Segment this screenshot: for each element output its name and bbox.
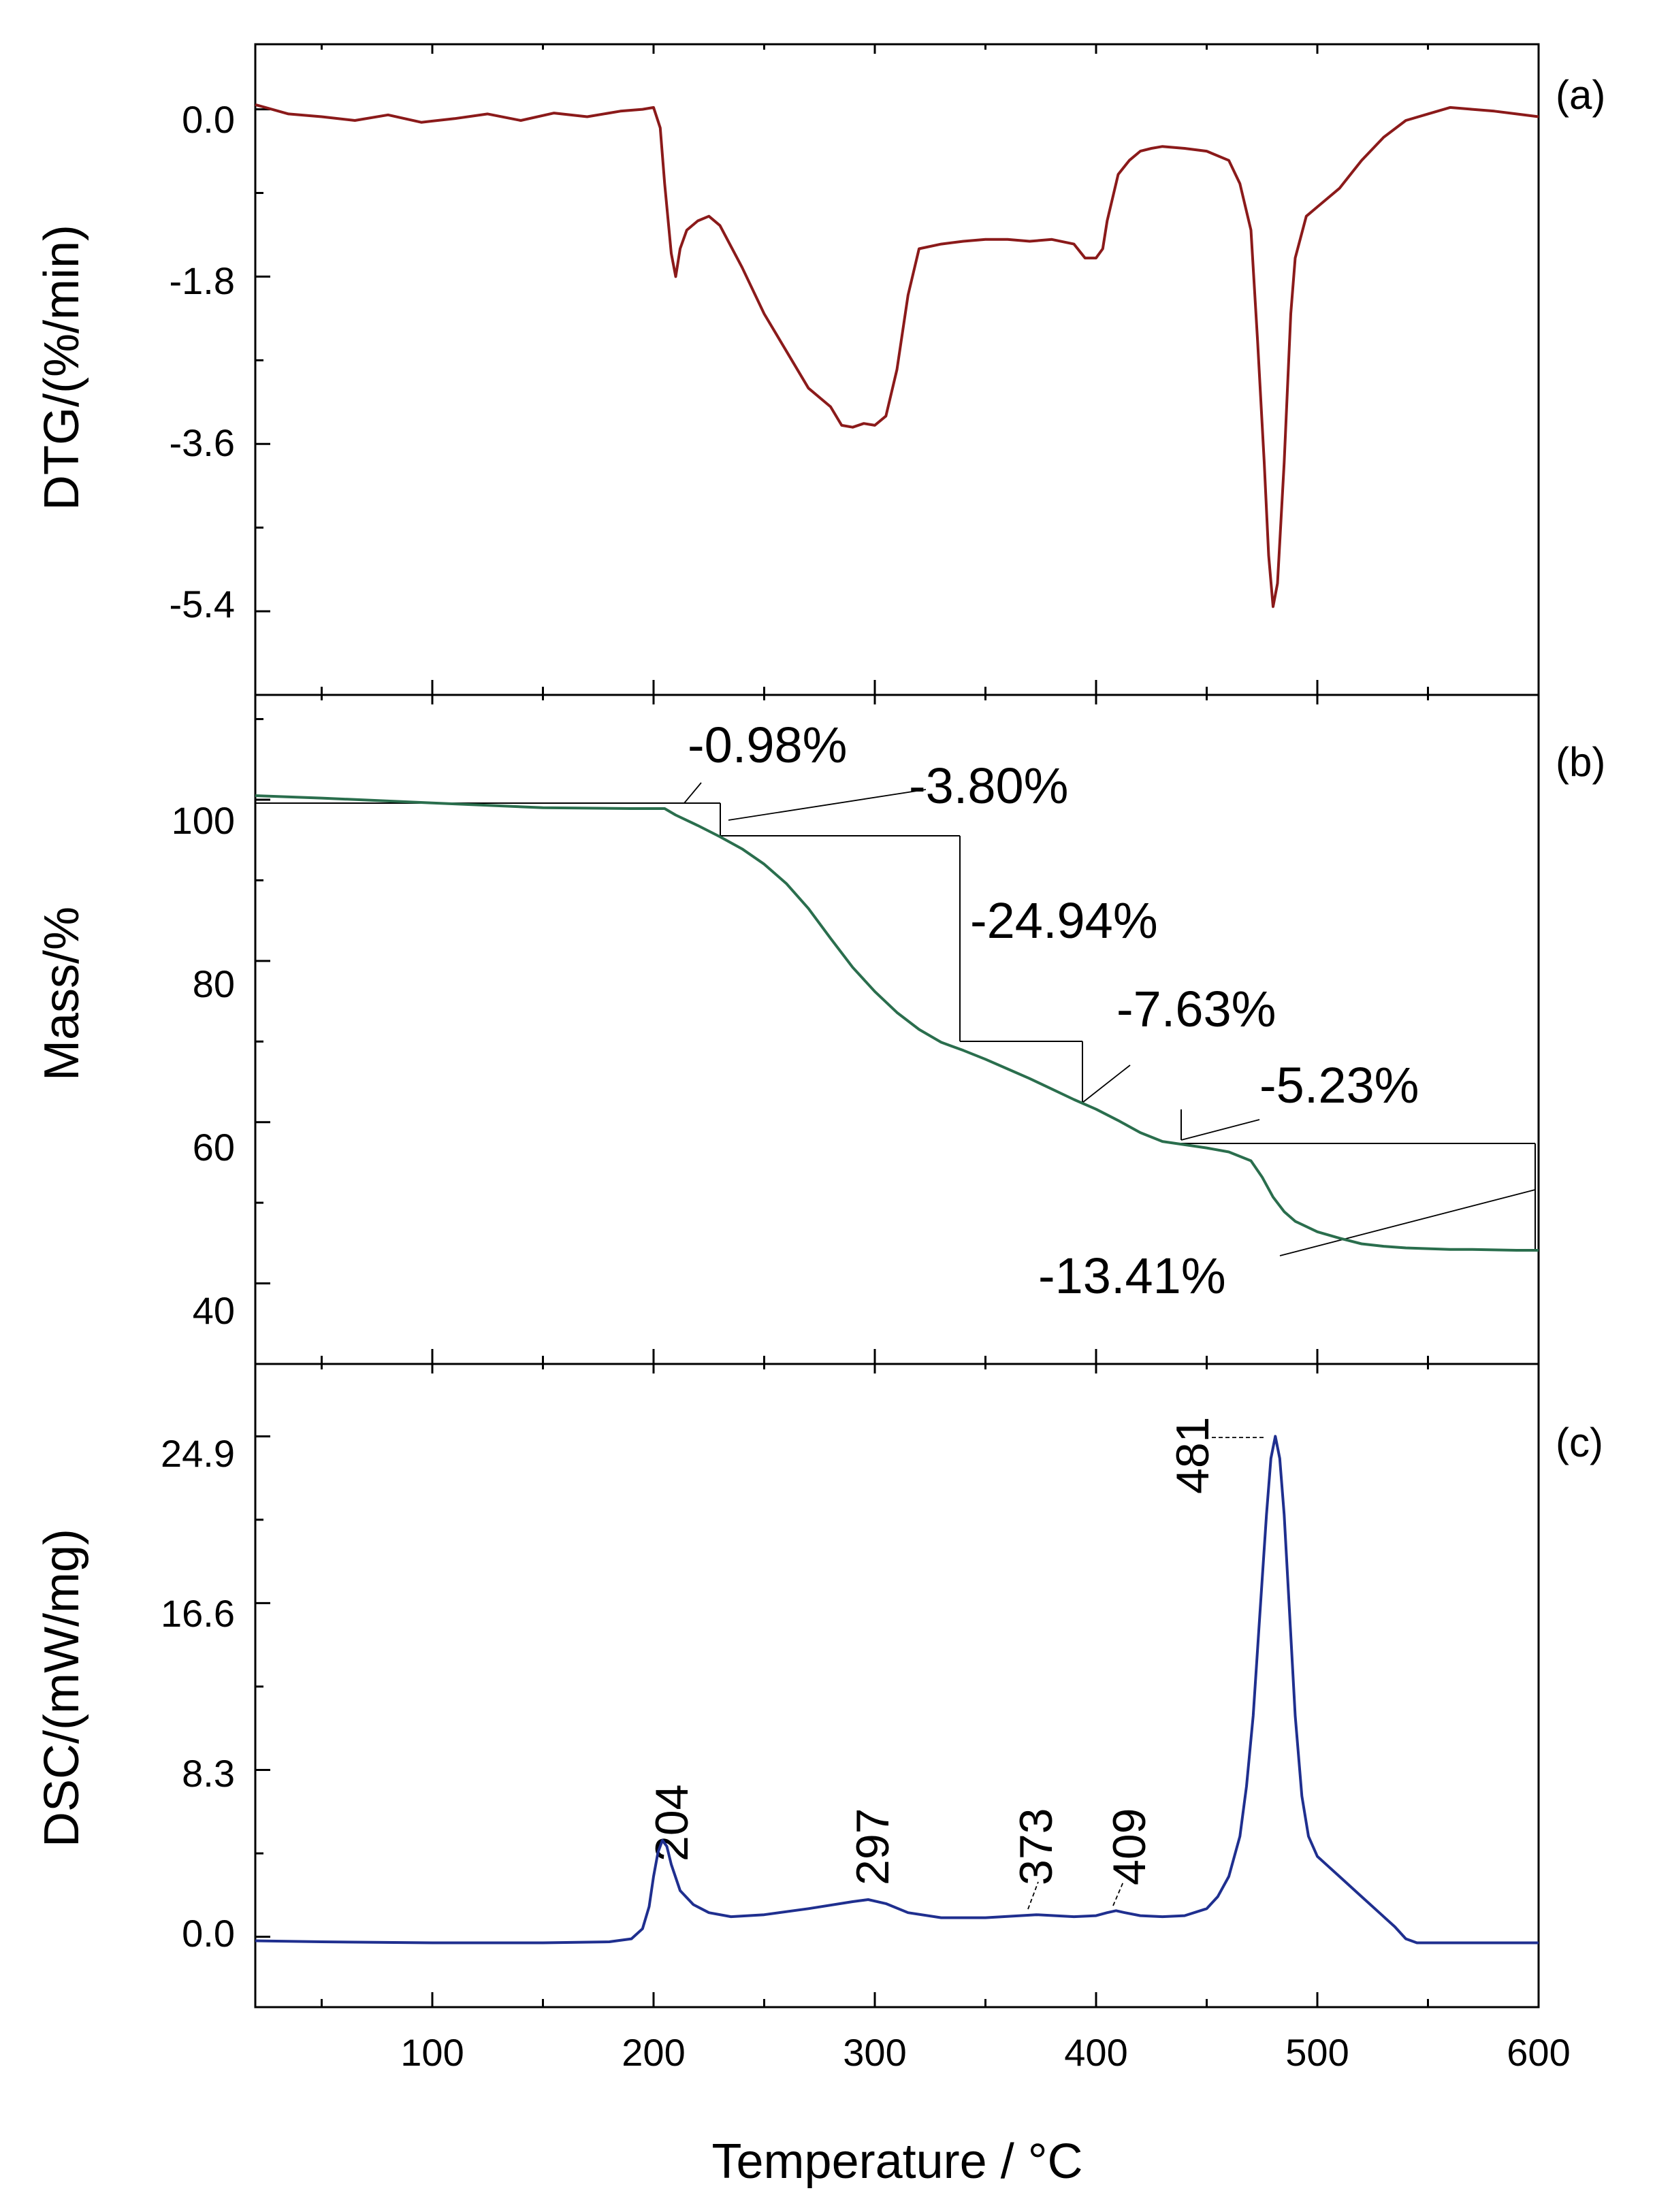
panel-c-ticks — [255, 1364, 1540, 2007]
panel-a-y-axis-title: DTG/(%/min) — [35, 225, 89, 510]
panel-c-ytick-label: 0.0 — [182, 1912, 235, 1955]
panel-a-ytick-label: -1.8 — [170, 259, 236, 302]
panel-b-ticks — [255, 695, 1540, 1365]
panel-c-y-axis-title: DSC/(mW/mg) — [35, 1529, 89, 1847]
panel-c-ytick-label: 8.3 — [182, 1752, 235, 1795]
dsc-peak-label: 373 — [1010, 1808, 1062, 1885]
panel-b-y-axis-title: Mass/% — [35, 907, 89, 1081]
xtick-label: 500 — [1285, 2031, 1349, 2074]
xtick-label: 400 — [1064, 2031, 1127, 2074]
dsc-peak-label: 204 — [646, 1785, 698, 1861]
panel-c-ytick-label: 16.6 — [161, 1592, 235, 1635]
mass-loss-annotation: -0.98% — [688, 717, 847, 773]
mass-loss-annotation: -3.80% — [909, 758, 1068, 814]
mass-leader-lines — [684, 782, 1536, 1256]
panel-b-ytick-label: 100 — [172, 799, 235, 842]
dtg-curve — [255, 103, 1539, 608]
panel-c-letter: (c) — [1556, 1420, 1603, 1465]
xtick-label: 100 — [400, 2031, 464, 2074]
panel-b-frame — [254, 694, 1540, 1365]
panel-a-ticks — [255, 44, 1540, 696]
panel-c-ytick-label: 24.9 — [161, 1432, 235, 1475]
xtick-label: 600 — [1507, 2031, 1570, 2074]
mass-loss-annotation: -13.41% — [1038, 1248, 1226, 1304]
mass-loss-annotation: -5.23% — [1259, 1057, 1419, 1113]
dsc-peak-label: 297 — [847, 1808, 899, 1885]
panel-a-ytick-label: -5.4 — [170, 583, 236, 625]
panel-a-letter: (a) — [1556, 72, 1605, 118]
panel-b-ytick-label: 80 — [193, 962, 235, 1005]
x-axis-title: Temperature / °C — [712, 2134, 1083, 2189]
dsc-peak-label: 409 — [1104, 1808, 1155, 1885]
panel-b-letter: (b) — [1556, 739, 1605, 785]
dsc-peak-leaders — [1027, 1437, 1266, 1910]
dsc-curve — [255, 1435, 1539, 1945]
xtick-label: 200 — [622, 2031, 685, 2074]
xtick-label: 300 — [843, 2031, 906, 2074]
panel-b-ytick-label: 40 — [193, 1289, 235, 1332]
panel-a-ytick-label: 0.0 — [182, 98, 235, 141]
mass-loss-annotation: -24.94% — [970, 892, 1158, 949]
dsc-peak-label: 481 — [1167, 1417, 1219, 1494]
mass-curve — [255, 794, 1539, 1252]
mass-loss-annotation: -7.63% — [1116, 981, 1276, 1037]
panel-b-ytick-label: 60 — [193, 1126, 235, 1169]
mass-step-lines — [255, 802, 1536, 1251]
panel-c-frame — [254, 1363, 1540, 2008]
panel-a-ytick-label: -3.6 — [170, 421, 236, 464]
